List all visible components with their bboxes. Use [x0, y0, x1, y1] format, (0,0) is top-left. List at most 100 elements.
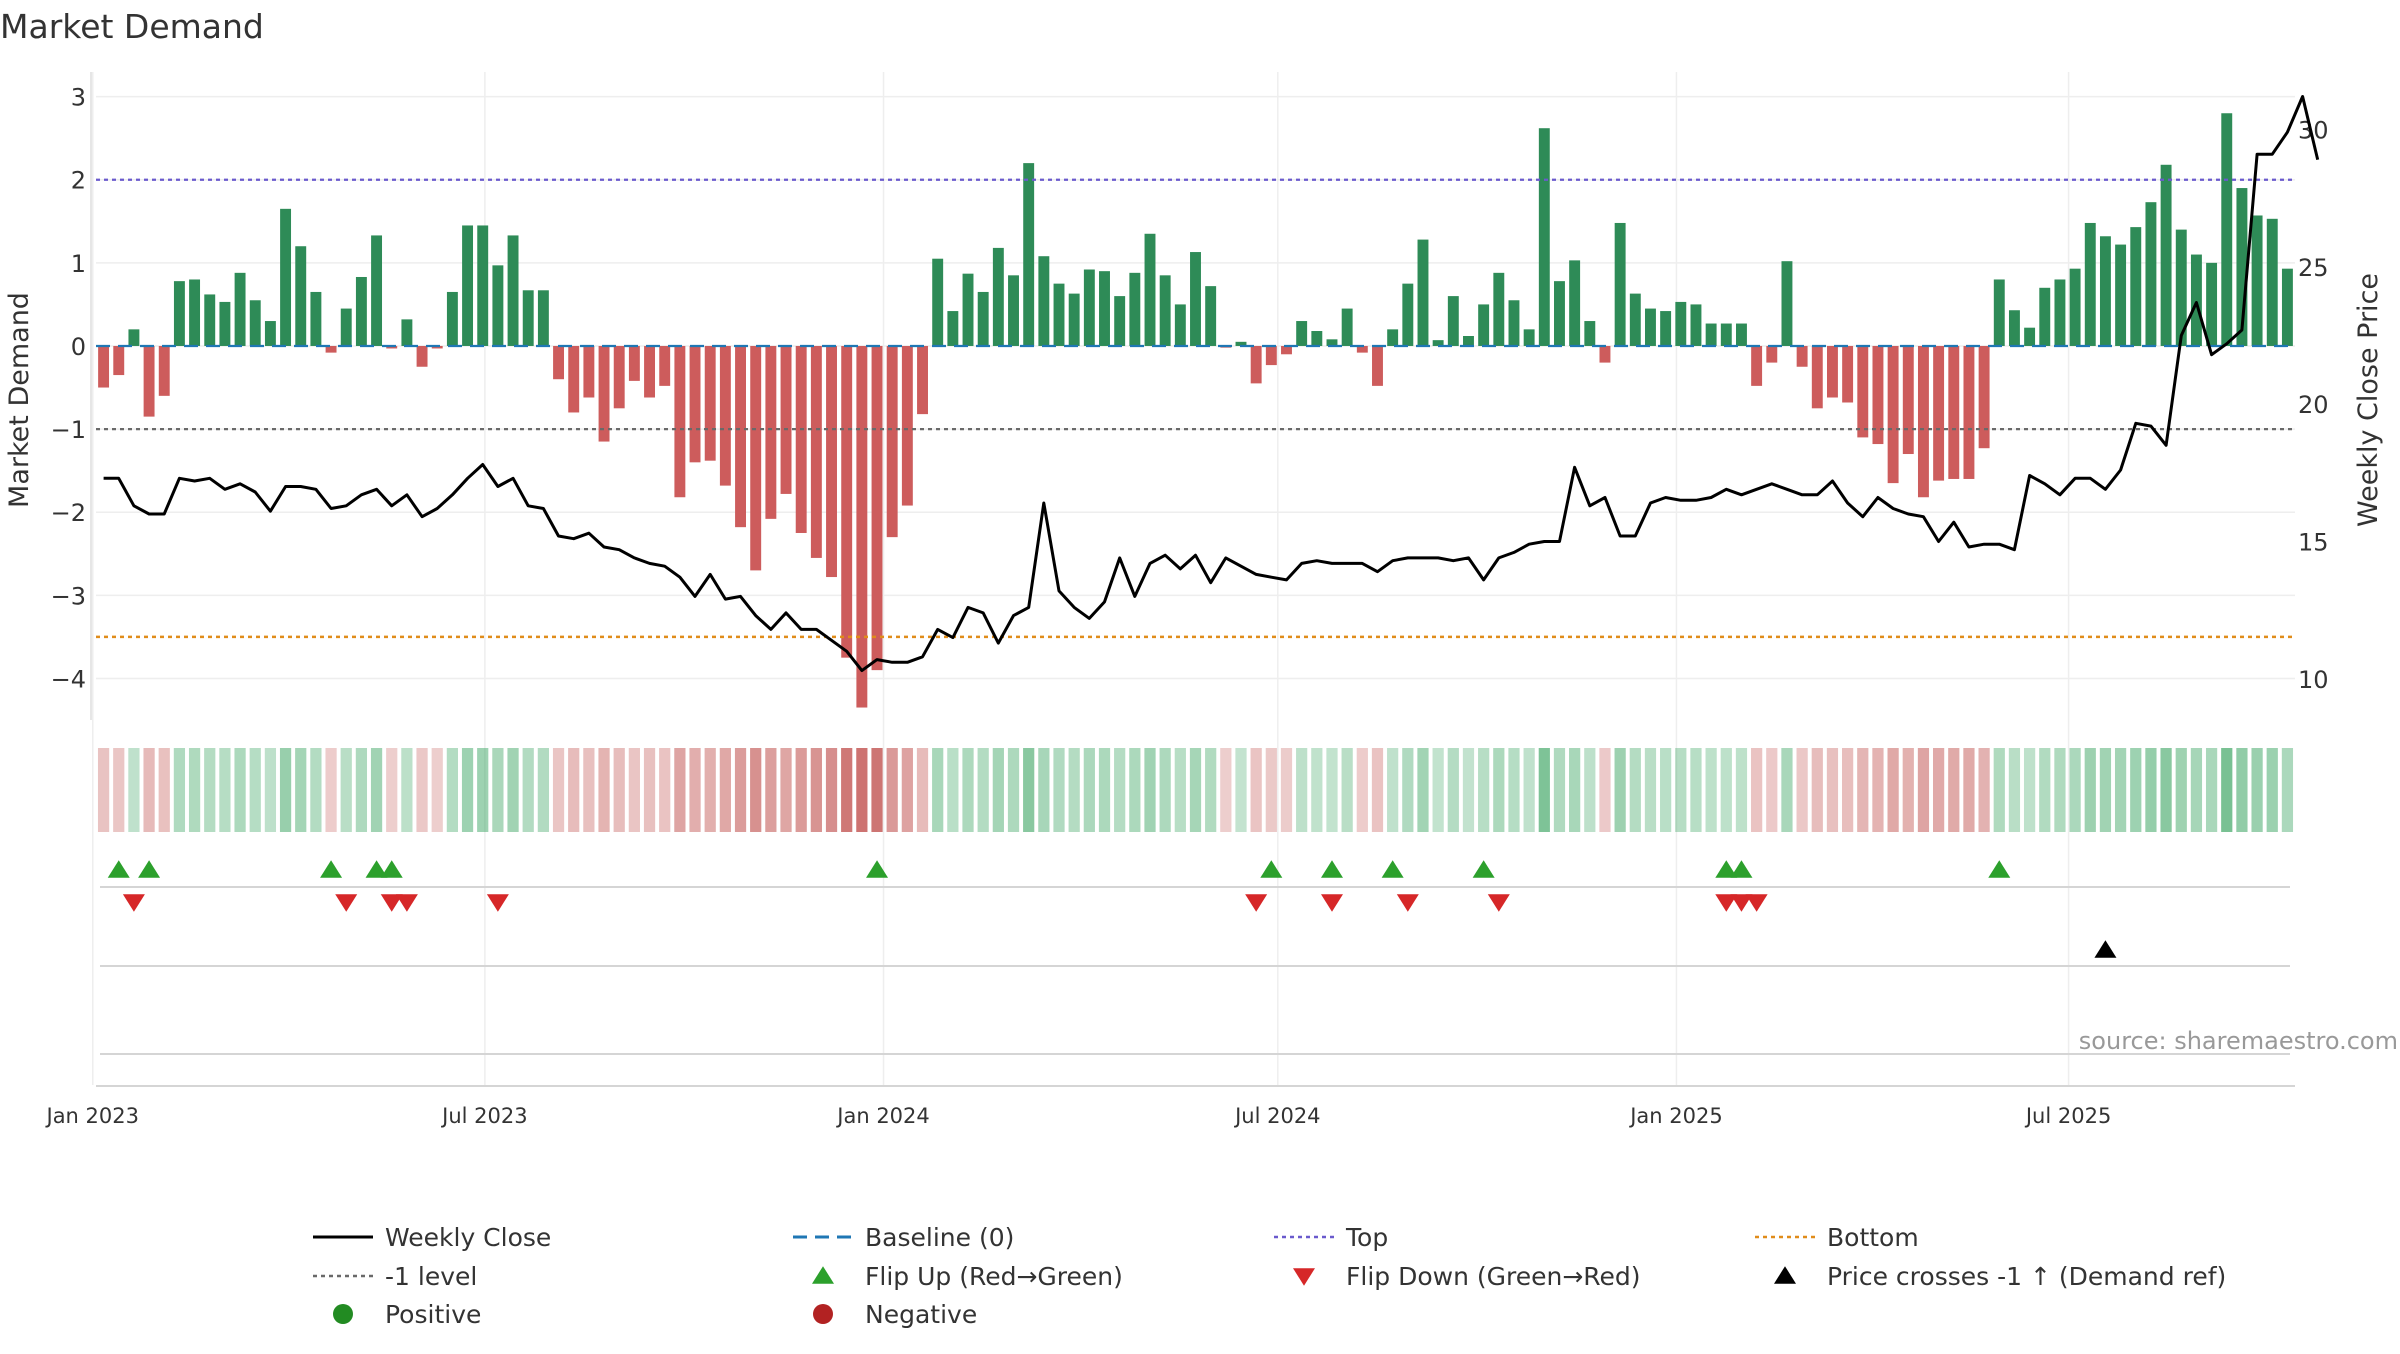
legend-label: Price crosses -1 ↑ (Demand ref): [1827, 1262, 2226, 1291]
demand-bar: [689, 345, 701, 463]
heat-cell: [704, 748, 716, 832]
heat-cell: [431, 748, 443, 832]
heat-cell: [583, 748, 595, 832]
heat-cell: [1978, 748, 1990, 832]
demand-bar: [1614, 222, 1626, 346]
chart-title: Market Demand: [0, 7, 264, 46]
flip-up-marker: [138, 860, 161, 878]
heat-cell: [1735, 748, 1748, 832]
demand-bar: [143, 345, 155, 417]
heat-cell: [2099, 748, 2112, 832]
demand-bar: [1796, 345, 1808, 367]
heat-cell: [1720, 748, 1732, 832]
heat-cell: [613, 748, 625, 832]
heat-cell: [2205, 748, 2218, 832]
heat-cell: [355, 748, 368, 832]
demand-bar: [1735, 323, 1747, 346]
y-tick-label-left: −4: [51, 665, 86, 693]
weekly-close-line: [103, 95, 2320, 673]
demand-bar: [1720, 323, 1732, 346]
demand-bar: [1917, 345, 1929, 498]
heat-cell: [2221, 748, 2233, 832]
y-tick-label-left: 1: [71, 250, 86, 278]
demand-bar: [1599, 345, 1611, 363]
x-tick-label: Jul 2025: [2024, 1104, 2111, 1128]
demand-bar: [735, 345, 746, 528]
demand-bar: [2206, 262, 2218, 346]
flip-up-marker: [1260, 860, 1283, 878]
demand-bar: [992, 247, 1004, 346]
demand-bar: [1341, 308, 1353, 346]
heat-cell: [643, 748, 656, 832]
heat-cell: [1356, 748, 1368, 832]
flip-down-marker: [486, 894, 509, 912]
demand-bar: [1584, 321, 1596, 346]
demand-bar: [1038, 256, 1050, 346]
heat-cell: [1265, 748, 1277, 832]
demand-bar: [810, 345, 822, 558]
demand-bar: [1174, 304, 1186, 346]
heat-cell: [552, 748, 565, 832]
heat-cell: [1948, 748, 1960, 832]
heat-cell: [674, 748, 686, 832]
flip-up-marker: [866, 860, 889, 878]
heat-cell: [689, 748, 701, 832]
heat-cell: [128, 748, 140, 832]
heat-cell: [204, 748, 216, 832]
demand-bar: [1417, 239, 1429, 346]
legend-label: Flip Up (Red→Green): [865, 1262, 1123, 1291]
heat-cell: [628, 748, 640, 832]
demand-bar: [795, 345, 807, 533]
demand-bar: [826, 345, 837, 578]
heat-cell: [1114, 748, 1126, 832]
heat-cell: [158, 748, 170, 832]
demand-bar: [628, 345, 640, 381]
demand-bar: [1387, 329, 1399, 346]
demand-bar: [1326, 339, 1338, 346]
heat-cell: [659, 748, 671, 832]
demand-bar: [704, 345, 716, 461]
demand-bar: [1569, 260, 1581, 346]
y-tick-label-right: 15: [2298, 528, 2329, 556]
flip-up-marker: [365, 860, 388, 878]
heat-cell: [1098, 748, 1111, 832]
demand-bar: [841, 345, 853, 658]
heat-cell: [537, 748, 549, 832]
demand-bar: [492, 265, 504, 346]
demand-bar: [674, 345, 686, 498]
heat-cell: [1629, 748, 1641, 832]
demand-bar: [1008, 275, 1019, 346]
heat-cell: [1205, 748, 1217, 832]
demand-bar: [280, 208, 292, 346]
heat-cell: [1538, 748, 1550, 832]
demand-bar: [1296, 321, 1308, 346]
demand-bar: [1159, 275, 1171, 346]
heat-cell: [856, 748, 868, 832]
flip-down-marker: [1745, 894, 1768, 912]
heat-cell: [886, 748, 898, 832]
heat-cell: [1857, 748, 1869, 832]
flip-up-marker: [1381, 860, 1404, 878]
demand-bar: [1948, 345, 1960, 479]
heat-cell: [795, 748, 807, 832]
demand-bar: [1902, 345, 1914, 455]
y-tick-label-left: −2: [51, 499, 86, 527]
demand-bar: [1068, 293, 1080, 346]
demand-bar: [1538, 128, 1550, 346]
demand-bar: [1053, 283, 1065, 346]
demand-bar: [2115, 244, 2127, 346]
demand-bar: [1872, 345, 1884, 445]
legend-label: -1 level: [385, 1262, 477, 1291]
demand-bar: [1993, 279, 2005, 346]
demand-bar: [325, 345, 337, 353]
heat-cell: [1660, 748, 1672, 832]
demand-bar: [659, 345, 671, 386]
heat-cell: [2281, 748, 2294, 832]
x-tick-label: Jul 2024: [1233, 1104, 1320, 1128]
flip-up-marker: [320, 860, 343, 878]
demand-bar: [1933, 345, 1945, 481]
flip-down-marker: [380, 894, 403, 912]
demand-bar: [1493, 272, 1505, 346]
heat-cell: [340, 748, 352, 832]
demand-bar: [1751, 345, 1763, 386]
